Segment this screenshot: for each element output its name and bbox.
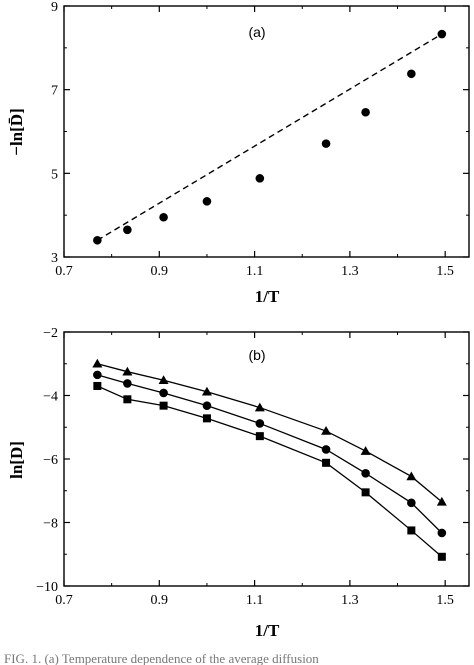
data-point-square [322,458,331,467]
y-tick-label: −2 [43,326,58,341]
data-point-triangle [158,375,169,385]
panel-b: (b) 1/T ln[D] 0.7 0.9 1.1 1.3 1.5 −2 −4 −6 −8 −10 [7,326,470,640]
x-tick-label: 0.7 [55,593,73,608]
data-point-circle [407,498,416,508]
data-point-triangle [321,426,332,435]
data-point-triangle [254,402,265,412]
x-tick-label: 1.3 [341,264,359,279]
data-point-circle [159,388,168,398]
data-point-triangle [406,471,417,481]
data-point-square [437,552,446,561]
data-point-circle [93,370,102,380]
y-axis-label-b: ln[D] [7,441,26,479]
x-axis-label-a: 1/T [255,287,280,306]
y-tick-label: −6 [43,453,58,468]
y-tick-label: 9 [51,0,58,15]
fit-line [96,33,443,241]
panel-a: (a) 1/T −ln[D̄] 0.7 0.9 1.1 1.3 1.5 3 5 7 9 [7,0,470,306]
y-tick-label: −10 [36,580,58,595]
data-point-square [255,432,264,441]
data-point-circle [361,468,370,478]
data-point [159,212,168,222]
y-tick-label: −8 [43,517,58,532]
data-point-circle [202,401,212,410]
data-point [255,174,265,183]
x-tick-label: 1.1 [246,593,264,608]
x-tick-label: 0.9 [151,264,169,279]
data-point [407,69,416,79]
data-point [361,107,370,117]
data-point-triangle [201,386,212,396]
panel-label-b: (b) [248,347,265,363]
y-tick-label: 5 [51,167,58,182]
panel-label-a: (a) [248,24,265,40]
y-tick-label: 7 [51,84,58,99]
x-tick-label: 0.7 [55,264,73,279]
data-point-triangle [92,358,103,368]
data-point [437,29,447,39]
data-point-square [361,488,370,497]
data-point-square [407,526,416,535]
x-tick-label: 1.5 [436,593,454,608]
data-point-triangle [360,446,371,455]
data-point-triangle [436,496,447,506]
data-point-square [202,414,211,423]
x-tick-label: 1.1 [246,264,264,279]
x-tick-label: 1.5 [436,264,454,279]
data-point-circle [321,445,331,454]
x-axis-label-b: 1/T [255,621,280,640]
data-point-triangle [122,366,133,376]
data-point-square [159,401,168,410]
data-point [123,225,132,235]
data-point [321,139,331,148]
data-point-circle [255,419,265,428]
y-tick-label: −4 [43,390,58,405]
x-tick-label: 0.9 [151,593,169,608]
y-axis-label-a: −ln[D̄] [7,108,26,155]
x-tick-label: 1.3 [341,593,359,608]
data-point-square [123,395,132,404]
data-point [202,197,212,206]
data-point-square [93,381,102,390]
data-point-circle [437,528,447,538]
y-tick-label: 3 [51,251,58,266]
figure-caption: FIG. 1. (a) Temperature dependence of th… [4,651,319,665]
data-point [93,235,102,245]
data-point-circle [123,379,132,388]
